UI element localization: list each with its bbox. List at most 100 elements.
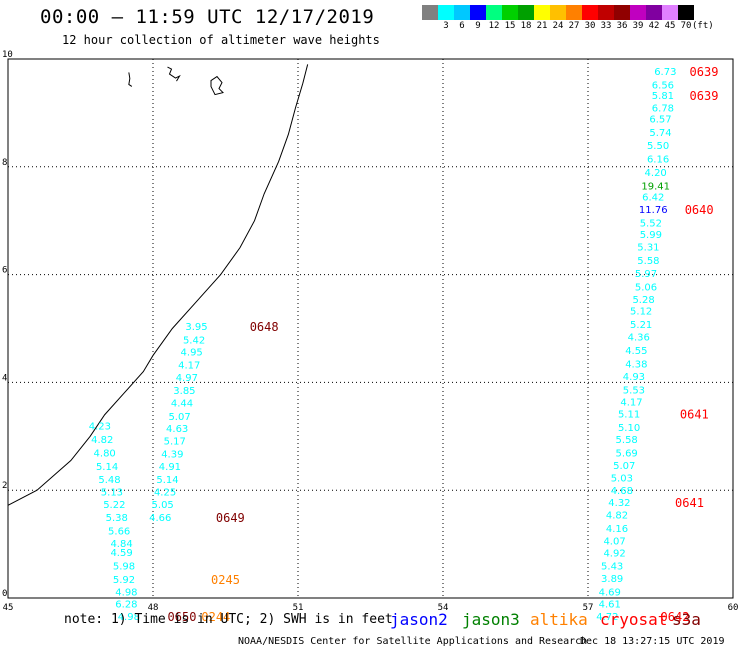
chart-title: 00:00 – 11:59 UTC 12/17/2019 xyxy=(40,6,375,28)
x-tick-label: 48 xyxy=(148,603,159,613)
pass-time-label: 0639 xyxy=(690,89,719,103)
swh-value-label: 5.38 xyxy=(106,513,128,524)
scale-label xyxy=(422,21,438,31)
y-tick-label: 4 xyxy=(2,373,7,383)
swh-value-label: 5.10 xyxy=(618,423,640,434)
swh-value-label: 4.82 xyxy=(606,510,628,521)
swh-value-label: 5.17 xyxy=(164,437,186,448)
scale-swatch xyxy=(422,5,438,20)
swh-value-label: 4.38 xyxy=(625,360,647,371)
swh-value-label: 4.59 xyxy=(110,548,132,559)
swh-value-label: 6.56 xyxy=(652,80,674,91)
legend-item-jason2: jason2 xyxy=(390,610,448,629)
scale-swatch xyxy=(518,5,534,20)
scale-label: 12 xyxy=(488,21,500,31)
scale-swatch xyxy=(454,5,470,20)
swh-value-label: 4.66 xyxy=(149,513,171,524)
scale-label: 24 xyxy=(552,21,564,31)
legend-item-jason3: jason3 xyxy=(462,610,520,629)
swh-value-label: 5.05 xyxy=(152,500,174,511)
swh-value-label: 5.43 xyxy=(601,562,623,573)
swh-value-label: 4.61 xyxy=(599,599,621,610)
swh-value-label: 4.16 xyxy=(606,524,628,535)
scale-label: 27 xyxy=(568,21,580,31)
swh-value-label: 4.69 xyxy=(599,588,621,599)
swh-value-label: 4.72 xyxy=(596,612,618,623)
swh-value-label: 4.39 xyxy=(161,450,183,461)
scale-swatch xyxy=(550,5,566,20)
scale-swatch xyxy=(486,5,502,20)
legend-item-s3a: s3a xyxy=(672,610,701,629)
scale-swatch xyxy=(598,5,614,20)
scale-label: 33 xyxy=(600,21,612,31)
swh-value-label: 3.95 xyxy=(185,322,207,333)
pass-time-label: 0648 xyxy=(250,320,279,334)
pass-time-label: 0649 xyxy=(216,511,245,525)
swh-value-label: 4.17 xyxy=(178,361,200,372)
scale-label: 18 xyxy=(520,21,532,31)
pass-time-label: 0245 xyxy=(211,573,240,587)
swh-value-label: 5.50 xyxy=(647,141,669,152)
color-scale: 3 6 9 12 15 18 21 24 27 30 33 36 39 42 45 70 (ft) xyxy=(422,5,714,31)
scale-swatch xyxy=(646,5,662,20)
scale-label: 30 xyxy=(584,21,596,31)
x-tick-label: 54 xyxy=(438,603,449,613)
swh-value-label: 6.16 xyxy=(647,155,669,166)
swh-value-label: 4.32 xyxy=(608,498,630,509)
scale-label: 3 xyxy=(443,21,449,31)
swh-value-label: 5.31 xyxy=(637,243,659,254)
swh-value-label: 5.13 xyxy=(101,487,123,498)
scale-label: 70 xyxy=(680,21,692,31)
generated-timestamp: Dec 18 13:27:15 UTC 2019 xyxy=(580,636,725,647)
swh-value-label: 4.17 xyxy=(620,397,642,408)
scale-swatch xyxy=(630,5,646,20)
scale-swatch xyxy=(438,5,454,20)
swh-value-label: 3.89 xyxy=(601,574,623,585)
swh-value-label: 5.97 xyxy=(635,269,657,280)
swh-value-label: 4.92 xyxy=(603,549,625,560)
swh-value-label: 4.93 xyxy=(623,372,645,383)
scale-label: 36 xyxy=(616,21,628,31)
swh-value-label: 6.28 xyxy=(115,599,137,610)
swh-value-label: 6.78 xyxy=(652,104,674,115)
scale-swatch xyxy=(678,5,694,20)
swh-value-label: 5.69 xyxy=(616,448,638,459)
swh-value-label: 5.22 xyxy=(103,500,125,511)
swh-value-label: 5.11 xyxy=(618,410,640,421)
scale-label: 6 xyxy=(459,21,465,31)
legend-item-cryosat: cryosat xyxy=(600,610,668,629)
chart-subtitle: 12 hour collection of altimeter wave hei… xyxy=(62,33,380,47)
pass-time-label: 0650 xyxy=(168,610,197,624)
pass-time-label: 0639 xyxy=(690,65,719,79)
x-tick-label: 60 xyxy=(728,603,739,613)
swh-value-label: 11.76 xyxy=(639,205,668,216)
island-outline xyxy=(167,66,181,82)
plot-frame xyxy=(7,58,734,599)
pass-time-label: 0640 xyxy=(685,203,714,217)
swh-value-label: 5.28 xyxy=(632,295,654,306)
swh-value-label: 6.73 xyxy=(654,67,676,78)
scale-swatch xyxy=(470,5,486,20)
swh-value-label: 5.74 xyxy=(649,128,671,139)
y-tick-label: 2 xyxy=(2,481,7,491)
swh-value-label: 4.97 xyxy=(176,373,198,384)
swh-value-label: 4.55 xyxy=(625,346,647,357)
scale-swatch xyxy=(534,5,550,20)
y-tick-label: 6 xyxy=(2,266,7,276)
swh-value-label: 5.99 xyxy=(640,230,662,241)
x-tick-label: 57 xyxy=(583,603,594,613)
island-outline xyxy=(210,75,224,96)
swh-value-label: 4.68 xyxy=(611,486,633,497)
swh-value-label: 5.48 xyxy=(98,475,120,486)
swh-value-label: 4.20 xyxy=(645,168,667,179)
scale-label: 45 xyxy=(664,21,676,31)
scale-label: 39 xyxy=(632,21,644,31)
swh-value-label: 4.98 xyxy=(118,612,140,623)
scale-label: 15 xyxy=(504,21,516,31)
swh-value-label: 5.42 xyxy=(183,335,205,346)
y-tick-label: 10 xyxy=(2,50,13,60)
y-tick-label: 8 xyxy=(2,158,7,168)
scale-label: 42 xyxy=(648,21,660,31)
swh-value-label: 4.80 xyxy=(94,448,116,459)
